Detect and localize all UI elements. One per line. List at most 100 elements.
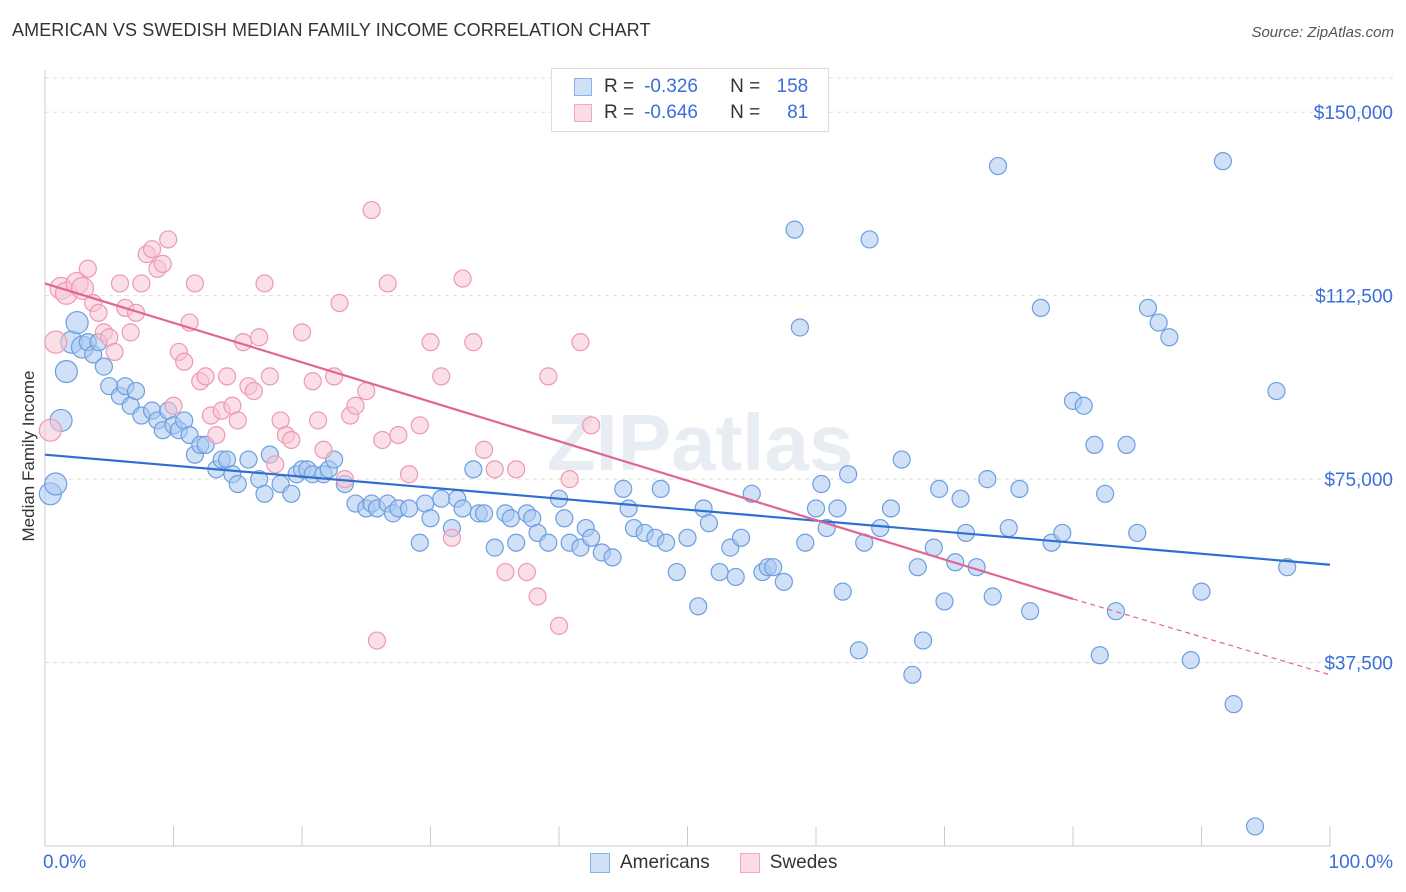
r-value: -0.326 [644,76,698,97]
americans-point [126,381,146,401]
americans-point [790,318,810,337]
americans-point [833,582,852,601]
americans-point [485,538,504,557]
americans-point [474,504,494,523]
americans-point [1074,396,1093,415]
swedes-point [330,293,349,313]
americans-point [1160,328,1179,347]
americans-point [828,499,847,518]
swedes-point [346,396,365,415]
americans-point [94,357,113,376]
legend-item-swedes[interactable]: Swedes [739,852,838,874]
americans-point [1106,602,1125,621]
americans-point [651,479,670,499]
swedes-point [244,381,263,401]
swedes-point [196,367,215,386]
americans-point [1267,381,1286,401]
americans-point [999,518,1018,538]
americans-point [228,474,247,494]
r-value: -0.646 [644,102,698,123]
swedes-point [357,381,376,401]
swedes-point [207,425,226,445]
swedes-point [228,411,247,430]
americans-point [410,533,429,552]
legend-label: Americans [620,852,710,873]
swedes-point [142,240,162,259]
stats-row-americans: R = -0.326 N = 158 [574,75,808,99]
swedes-point [164,396,183,415]
americans-point [1128,523,1147,543]
n-value: 158 [776,76,809,97]
y-tick-label: $37,500 [1324,654,1393,675]
swedes-point [517,562,536,582]
americans-point [913,631,933,650]
swedes-point [453,269,472,288]
americans-point [239,450,258,469]
americans-point [54,359,79,384]
y-tick-label: $150,000 [1314,103,1393,124]
swedes-point [571,333,590,352]
americans-point [806,499,826,518]
americans-point [892,450,911,469]
americans-swatch [574,78,592,96]
americans-point [903,665,922,684]
swedes-point [255,274,274,293]
americans-trend-line [44,453,1331,566]
swedes-swatch [574,104,592,122]
swedes-point [399,465,419,484]
swedes-point [528,587,547,606]
swedes-point [159,230,178,249]
americans-point [699,514,719,533]
americans-point [619,499,638,518]
n-label: N = [730,102,761,123]
swedes-point [217,367,237,386]
swedes-point [44,330,68,354]
swedes-point [410,416,429,435]
tick-labels: $37,500 $75,000 $112,500 $150,000 0.0% 100.0% [43,103,1393,873]
americans-point [935,592,954,611]
watermark: ZIPatlas [547,398,854,487]
americans-point [656,533,676,552]
americans-point [871,518,890,538]
swedes-point [303,372,322,391]
americans-point [726,567,745,587]
swedes-point [421,333,440,352]
americans-point [908,558,927,577]
swedes-point [560,470,579,489]
x-tick-label: 100.0% [1329,852,1394,873]
x-tick-label: 0.0% [43,852,86,873]
axes [44,70,1331,847]
legend-label: Swedes [769,852,838,873]
americans-point [432,489,451,508]
swedes-point [474,440,494,459]
trend-lines [44,282,1331,676]
americans-point [812,474,831,494]
americans-point [839,465,858,484]
swedes-point [78,259,97,278]
swedes-point [292,323,312,342]
americans-point [1031,298,1050,318]
americans-point [1090,646,1109,665]
swedes-point [432,367,451,386]
americans-point [1021,602,1040,621]
y-tick-label: $112,500 [1315,287,1393,308]
americans-point [1053,523,1072,543]
americans-points [38,152,1297,836]
americans-point [988,156,1008,176]
swedes-point [378,274,397,293]
legend-item-americans[interactable]: Americans [590,852,710,874]
americans-point [764,558,783,577]
chart-title: AMERICAN VS SWEDISH MEDIAN FAMILY INCOME… [12,20,651,40]
swedes-trend-line [44,282,1074,601]
swedes-point [260,367,279,386]
swedes-point [367,631,387,650]
swedes-point [126,303,146,322]
swedes-point [582,416,601,435]
y-axis-label: Median Family Income [19,370,38,541]
source-note: Source: ZipAtlas.com [1251,24,1394,41]
americans-point [796,533,815,552]
swedes-point [464,333,483,352]
stats-row-swedes: R = -0.646 N = 81 [574,101,808,125]
swedes-point [89,303,108,322]
swedes-point [539,367,558,386]
